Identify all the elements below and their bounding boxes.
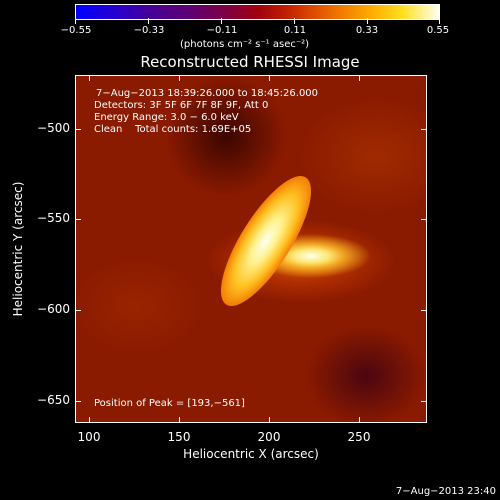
plot-title: Reconstructed RHESSI Image (140, 53, 360, 71)
y-tick-label: −600 (37, 302, 70, 316)
y-tick (75, 401, 81, 402)
y-tick-label: −500 (37, 121, 70, 135)
info-peak-position: Position of Peak = [193,−561] (94, 398, 245, 409)
colorbar-tick (439, 18, 440, 24)
info-method-counts: Clean Total counts: 1.69E+05 (94, 124, 252, 135)
colorbar-units: (photons cm⁻² s⁻¹ asec⁻²) (180, 39, 310, 50)
x-tick (359, 417, 360, 423)
y-tick-label: −550 (37, 211, 70, 225)
colorbar-label: −0.33 (133, 25, 165, 36)
x-axis-title: Heliocentric X (arcsec) (183, 447, 319, 461)
x-tick (269, 75, 270, 81)
x-tick-label: 150 (167, 430, 191, 444)
timestamp: 7−Aug−2013 23:40 (395, 486, 496, 497)
colorbar-label: 0.33 (355, 25, 379, 36)
y-axis-title: Heliocentric Y (arcsec) (11, 181, 25, 317)
y-tick (421, 310, 427, 311)
x-tick-label: 250 (347, 430, 371, 444)
colorbar-label: −0.55 (60, 25, 92, 36)
rhessi-image: 7−Aug−2013 18:39:26.000 to 18:45:26.000 … (75, 75, 427, 423)
colorbar-tick (221, 18, 222, 24)
colorbar-tick (75, 18, 76, 24)
x-tick (89, 75, 90, 81)
colorbar-label: 0.55 (426, 25, 450, 36)
colorbar-label: −0.11 (206, 25, 238, 36)
y-tick (75, 310, 81, 311)
x-tick-label: 200 (257, 430, 281, 444)
info-energy-range: Energy Range: 3.0 − 6.0 keV (94, 112, 239, 123)
info-time-range: 7−Aug−2013 18:39:26.000 to 18:45:26.000 (96, 88, 319, 99)
colorbar-label: 0.11 (283, 25, 307, 36)
y-tick (421, 129, 427, 130)
colorbar (75, 4, 440, 20)
x-tick (179, 417, 180, 423)
x-tick (269, 417, 270, 423)
y-tick-label: −650 (37, 393, 70, 407)
flare-source (205, 164, 327, 318)
colorbar-tick (367, 18, 368, 24)
y-tick (421, 401, 427, 402)
x-tick (179, 75, 180, 81)
y-tick (75, 219, 81, 220)
colorbar-tick (148, 18, 149, 24)
y-tick (75, 129, 81, 130)
colorbar-tick (294, 18, 295, 24)
x-tick (359, 75, 360, 81)
x-tick (89, 417, 90, 423)
y-tick (421, 219, 427, 220)
info-detectors: Detectors: 3F 5F 6F 7F 8F 9F, Att 0 (94, 100, 269, 111)
x-tick-label: 100 (77, 430, 101, 444)
